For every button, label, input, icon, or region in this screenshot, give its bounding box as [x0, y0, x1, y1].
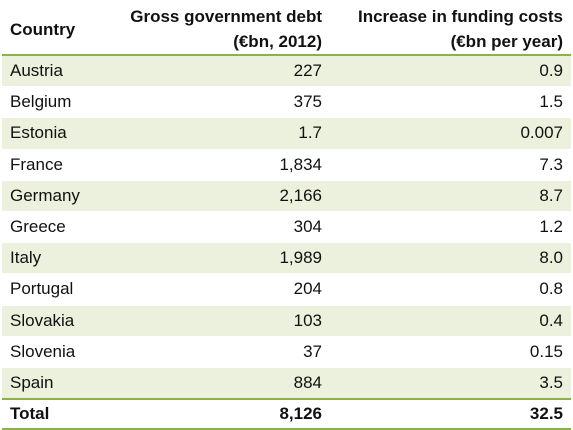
table-row: France 1,834 7.3 — [2, 149, 571, 181]
cell-funding-costs: 0.9 — [330, 55, 571, 88]
total-debt: 8,126 — [102, 398, 330, 430]
table-row: Estonia 1.7 0.007 — [2, 117, 571, 150]
cell-country: Portugal — [2, 273, 102, 306]
cell-country: Belgium — [2, 86, 102, 119]
table-row: Germany 2,166 8.7 — [2, 180, 571, 212]
debt-funding-table: Country Gross government debt (€bn, 2012… — [2, 4, 571, 430]
cell-gross-debt: 227 — [102, 55, 330, 88]
cell-gross-debt: 1,834 — [102, 149, 330, 181]
cell-country: Spain — [2, 367, 102, 400]
cell-gross-debt: 103 — [102, 305, 330, 337]
table-row: Italy 1,989 8.0 — [2, 242, 571, 275]
cell-country: France — [2, 149, 102, 181]
cell-funding-costs: 0.8 — [330, 273, 571, 306]
header-gross-debt: Gross government debt (€bn, 2012) — [102, 4, 330, 56]
table-row: Portugal 204 0.8 — [2, 273, 571, 306]
cell-gross-debt: 304 — [102, 211, 330, 244]
cell-gross-debt: 204 — [102, 273, 330, 306]
cell-country: Greece — [2, 211, 102, 244]
header-funding-costs-line1: Increase in funding costs — [358, 7, 563, 26]
cell-gross-debt: 1.7 — [102, 117, 330, 150]
table-row: Slovenia 37 0.15 — [2, 336, 571, 368]
header-funding-costs: Increase in funding costs (€bn per year) — [330, 4, 571, 56]
cell-funding-costs: 8.0 — [330, 242, 571, 275]
cell-gross-debt: 1,989 — [102, 242, 330, 275]
cell-funding-costs: 0.15 — [330, 336, 571, 368]
cell-country: Austria — [2, 55, 102, 88]
header-country: Country — [2, 4, 102, 56]
cell-funding-costs: 1.2 — [330, 211, 571, 244]
table-body: Austria 227 0.9 Belgium 375 1.5 Estonia 1.7 0.00… — [2, 55, 571, 430]
cell-country: Italy — [2, 242, 102, 275]
total-label: Total — [2, 398, 102, 430]
cell-funding-costs: 0.4 — [330, 305, 571, 337]
header-gross-debt-line1: Gross government debt — [130, 7, 322, 26]
table-row: Belgium 375 1.5 — [2, 86, 571, 119]
cell-funding-costs: 3.5 — [330, 367, 571, 400]
header-gross-debt-line2: (€bn, 2012) — [233, 32, 322, 51]
table-header: Country Gross government debt (€bn, 2012… — [2, 4, 571, 56]
table-row: Slovakia 103 0.4 — [2, 305, 571, 337]
cell-funding-costs: 0.007 — [330, 117, 571, 150]
cell-funding-costs: 7.3 — [330, 149, 571, 181]
header-funding-costs-line2: (€bn per year) — [450, 32, 563, 51]
cell-country: Slovakia — [2, 305, 102, 337]
table-row: Austria 227 0.9 — [2, 55, 571, 88]
header-row: Country Gross government debt (€bn, 2012… — [2, 4, 571, 56]
cell-gross-debt: 2,166 — [102, 180, 330, 212]
total-funding: 32.5 — [330, 398, 571, 430]
table-row: Spain 884 3.5 — [2, 367, 571, 400]
total-row: Total 8,126 32.5 — [2, 398, 571, 430]
cell-country: Estonia — [2, 117, 102, 150]
cell-gross-debt: 375 — [102, 86, 330, 119]
cell-gross-debt: 37 — [102, 336, 330, 368]
cell-funding-costs: 8.7 — [330, 180, 571, 212]
cell-country: Slovenia — [2, 336, 102, 368]
cell-funding-costs: 1.5 — [330, 86, 571, 119]
cell-country: Germany — [2, 180, 102, 212]
table-row: Greece 304 1.2 — [2, 211, 571, 244]
cell-gross-debt: 884 — [102, 367, 330, 400]
